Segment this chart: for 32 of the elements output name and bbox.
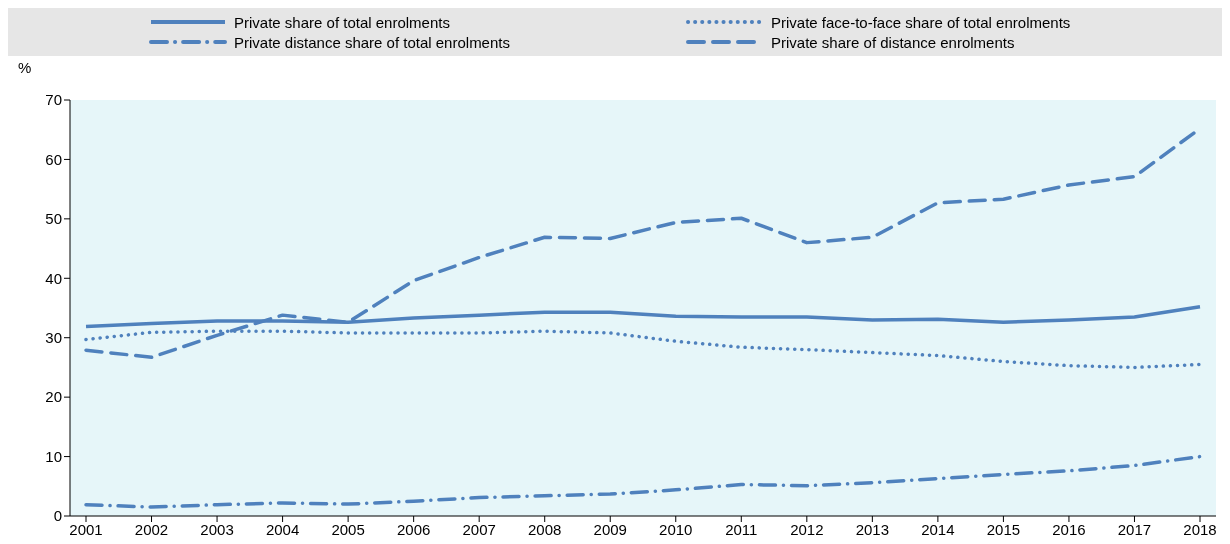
x-tick-label: 2010 bbox=[659, 520, 693, 538]
x-tick-label: 2014 bbox=[921, 520, 955, 538]
x-tick-label: 2004 bbox=[265, 520, 300, 538]
x-tick-label: 2007 bbox=[462, 520, 496, 538]
y-tick-label: 70 bbox=[45, 91, 62, 109]
legend-label: Private share of total enrolments bbox=[234, 13, 450, 31]
x-tick-label: 2002 bbox=[134, 520, 169, 538]
legend-label: Private distance share of total enrolments bbox=[234, 33, 510, 51]
y-tick-label: 60 bbox=[45, 150, 62, 168]
x-tick-label: 2009 bbox=[593, 520, 627, 538]
line-series bbox=[84, 454, 1202, 509]
y-tick-label: 50 bbox=[45, 210, 62, 228]
y-tick-label: 20 bbox=[45, 388, 62, 406]
x-tick-label: 2005 bbox=[331, 520, 365, 538]
y-tick-label: 10 bbox=[45, 447, 62, 465]
x-tick-label: 2015 bbox=[986, 520, 1021, 538]
x-tick-label: 2003 bbox=[200, 520, 234, 538]
x-tick-label: 2011 bbox=[725, 520, 758, 538]
x-tick-label: 2017 bbox=[1117, 520, 1152, 538]
y-tick-label: 30 bbox=[45, 329, 62, 347]
x-tick-label: 2006 bbox=[396, 520, 431, 538]
x-tick-label: 2016 bbox=[1052, 520, 1086, 538]
legend-label: Private share of distance enrolments bbox=[771, 33, 1015, 51]
legend-label: Private face-to-face share of total enrolments bbox=[771, 13, 1071, 31]
x-tick-label: 2018 bbox=[1183, 520, 1217, 538]
x-tick-label: 2013 bbox=[855, 520, 890, 538]
x-tick-label: 2008 bbox=[528, 520, 562, 538]
x-tick-label: 2001 bbox=[69, 520, 103, 538]
y-axis-title: % bbox=[18, 58, 32, 76]
y-tick-label: 40 bbox=[45, 269, 62, 287]
y-tick-label: 0 bbox=[53, 507, 62, 525]
x-tick-label: 2012 bbox=[790, 520, 824, 538]
